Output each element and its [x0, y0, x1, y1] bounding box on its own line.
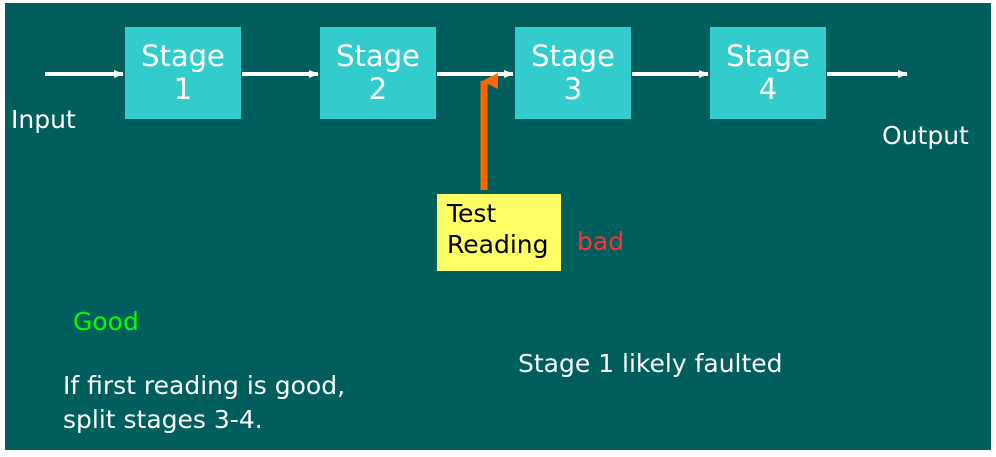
stage-4-name: Stage: [726, 39, 810, 73]
stage-2-box: Stage 2: [320, 27, 436, 119]
bad-label: bad: [577, 227, 625, 256]
good-note-line-2: split stages 3-4.: [63, 405, 263, 434]
input-label: Input: [11, 105, 76, 134]
stage-1-name: Stage: [141, 39, 225, 73]
pipeline-diagram: Input Output Stage 1 Stage 2 Stage 3 Sta…: [5, 3, 991, 450]
test-reading-line-2: Reading: [447, 230, 549, 259]
stage-3-number: 3: [563, 72, 583, 106]
good-label: Good: [73, 307, 139, 336]
bad-note: Stage 1 likely faulted: [518, 349, 783, 378]
good-note: If first reading is good, split stages 3…: [63, 369, 345, 437]
stage-3-name: Stage: [531, 39, 615, 73]
good-note-line-1: If first reading is good,: [63, 371, 346, 400]
test-reading-line-1: Test: [447, 199, 497, 228]
stage-4-number: 4: [758, 72, 778, 106]
stage-3-box: Stage 3: [515, 27, 631, 119]
stage-1-box: Stage 1: [125, 27, 241, 119]
stage-2-name: Stage: [336, 39, 420, 73]
test-reading-box: Test Reading: [437, 194, 561, 271]
stage-4-box: Stage 4: [710, 27, 826, 119]
output-label: Output: [882, 121, 969, 150]
connectors: [45, 70, 908, 190]
stage-2-number: 2: [368, 72, 388, 106]
stage-1-number: 1: [173, 72, 193, 106]
